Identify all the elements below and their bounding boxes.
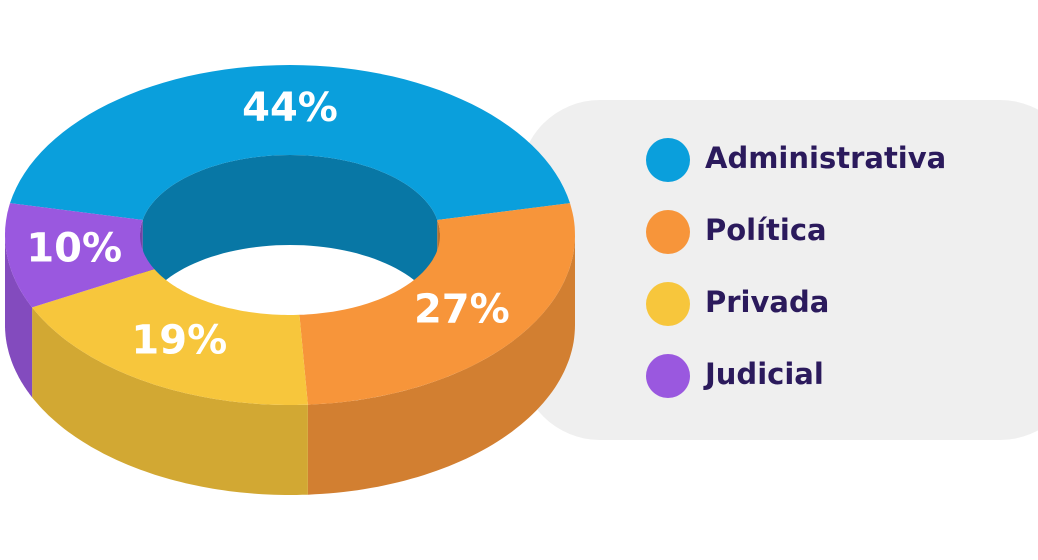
legend-panel (520, 100, 1038, 440)
segment (10, 65, 570, 220)
data-label: 27% (414, 287, 510, 333)
legend-label: Privada (705, 285, 829, 319)
segment-inner-wall (142, 155, 438, 310)
legend-label: Administrativa (705, 141, 946, 175)
segment (32, 269, 308, 405)
legend-label: Judicial (703, 357, 824, 391)
segment-outer-wall (307, 235, 575, 495)
data-label: 44% (242, 85, 338, 131)
donut: 44% 27% 19%10% (5, 65, 575, 495)
legend-marker (646, 354, 690, 398)
legend-marker (646, 282, 690, 326)
legend: Administrativa Política Privada Judicial (646, 138, 946, 398)
legend-label: Política (705, 213, 827, 247)
legend-marker (646, 210, 690, 254)
data-label: 10% (26, 226, 122, 272)
segment (5, 203, 155, 308)
legend-marker (646, 138, 690, 182)
segment-outer-wall (5, 235, 33, 398)
data-label: 19% (131, 318, 227, 364)
segment (299, 203, 575, 405)
segment-outer-wall (32, 307, 308, 495)
